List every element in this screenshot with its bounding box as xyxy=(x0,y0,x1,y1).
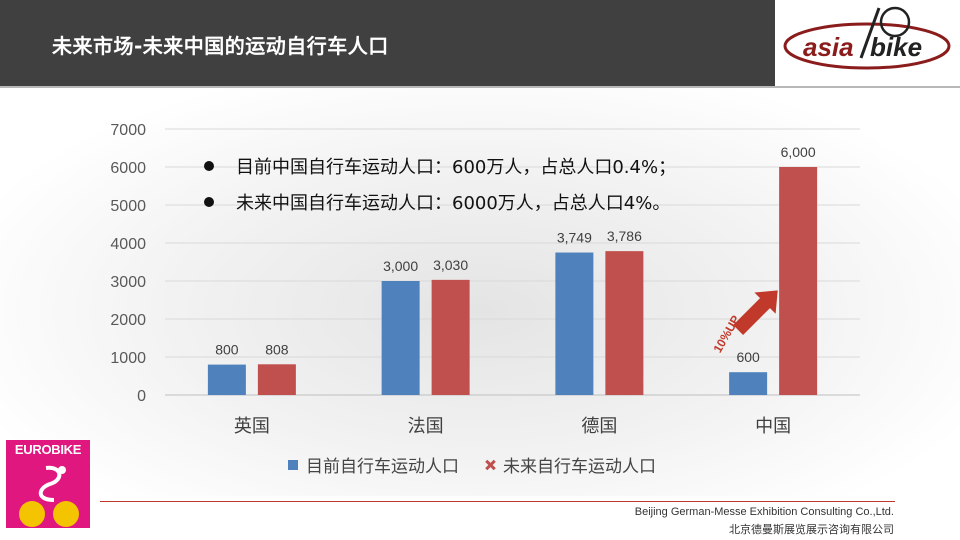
growth-arrow-icon xyxy=(733,290,778,335)
chart-legend: 目前自行车运动人口 未来自行车运动人口 xyxy=(288,452,682,477)
data-label: 600 xyxy=(736,349,760,365)
eurobike-wheel-right xyxy=(53,501,79,527)
header-divider xyxy=(0,86,960,88)
legend-label: 目前自行车运动人口 xyxy=(306,457,459,477)
x-tick-label: 英国 xyxy=(234,416,270,437)
bullet-text: 目前中国自行车运动人口：600万人，占总人口0.4%； xyxy=(236,157,677,178)
bullet-list: 目前中国自行车运动人口：600万人，占总人口0.4%； 未来中国自行车运动人口：… xyxy=(204,148,676,220)
bar-future xyxy=(779,167,818,395)
data-label: 808 xyxy=(265,341,289,357)
data-label: 3,786 xyxy=(607,228,642,244)
eurobike-logo: EUROBIKE xyxy=(6,440,90,528)
bullet-item: 未来中国自行车运动人口：6000万人，占总人口4%。 xyxy=(204,184,676,220)
bullet-dot-icon xyxy=(204,197,214,207)
y-tick-label: 4000 xyxy=(110,236,146,253)
legend-swatch-cross-icon xyxy=(485,460,495,470)
eurobike-rider xyxy=(38,465,62,502)
y-tick-label: 5000 xyxy=(110,198,146,215)
y-tick-label: 1000 xyxy=(110,350,146,367)
data-label: 3,749 xyxy=(557,230,592,246)
bar-current xyxy=(381,281,420,395)
legend-label: 未来自行车运动人口 xyxy=(503,457,656,477)
data-label: 3,000 xyxy=(383,258,418,274)
y-tick-label: 0 xyxy=(137,388,146,405)
legend-item-current: 目前自行车运动人口 xyxy=(288,452,459,477)
page-title: 未来市场-未来中国的运动自行车人口 xyxy=(52,34,389,58)
asiabike-logo: asia bike xyxy=(775,0,960,86)
legend-item-future: 未来自行车运动人口 xyxy=(485,452,656,477)
data-label: 800 xyxy=(215,342,239,358)
y-tick-label: 3000 xyxy=(110,274,146,291)
eurobike-label: EUROBIKE xyxy=(14,442,82,457)
x-tick-label: 中国 xyxy=(755,416,791,437)
bullet-item: 目前中国自行车运动人口：600万人，占总人口0.4%； xyxy=(204,148,676,184)
y-tick-label: 7000 xyxy=(110,122,146,139)
data-label: 3,030 xyxy=(433,257,468,273)
bar-future xyxy=(431,279,470,395)
bullet-dot-icon xyxy=(204,161,214,171)
y-tick-label: 2000 xyxy=(110,312,146,329)
footer-company-cn: 北京德曼斯展览展示咨询有限公司 xyxy=(729,523,894,536)
logo-ellipse xyxy=(783,22,951,70)
logo-swoosh xyxy=(859,7,881,59)
y-tick-label: 6000 xyxy=(110,160,146,177)
bar-current xyxy=(729,372,768,395)
arrow-shape xyxy=(733,290,778,335)
title-bar: 未来市场-未来中国的运动自行车人口 xyxy=(0,0,775,86)
bullet-text: 未来中国自行车运动人口：6000万人，占总人口4%。 xyxy=(236,193,671,214)
logo-text-asia: asia xyxy=(803,32,854,62)
bar-future xyxy=(257,364,296,395)
x-tick-label: 法国 xyxy=(408,416,444,437)
data-label: 6,000 xyxy=(781,144,816,160)
eurobike-wheel-left xyxy=(19,501,45,527)
logo-wheel xyxy=(879,6,911,38)
legend-swatch-square-icon xyxy=(288,459,298,470)
footer-company-en: Beijing German-Messe Exhibition Consulti… xyxy=(634,506,894,518)
footer-divider xyxy=(100,501,895,502)
x-tick-label: 德国 xyxy=(581,416,617,437)
eurobike-head xyxy=(58,466,66,474)
bar-current xyxy=(555,252,594,395)
bar-current xyxy=(207,364,246,395)
bar-future xyxy=(605,251,644,395)
